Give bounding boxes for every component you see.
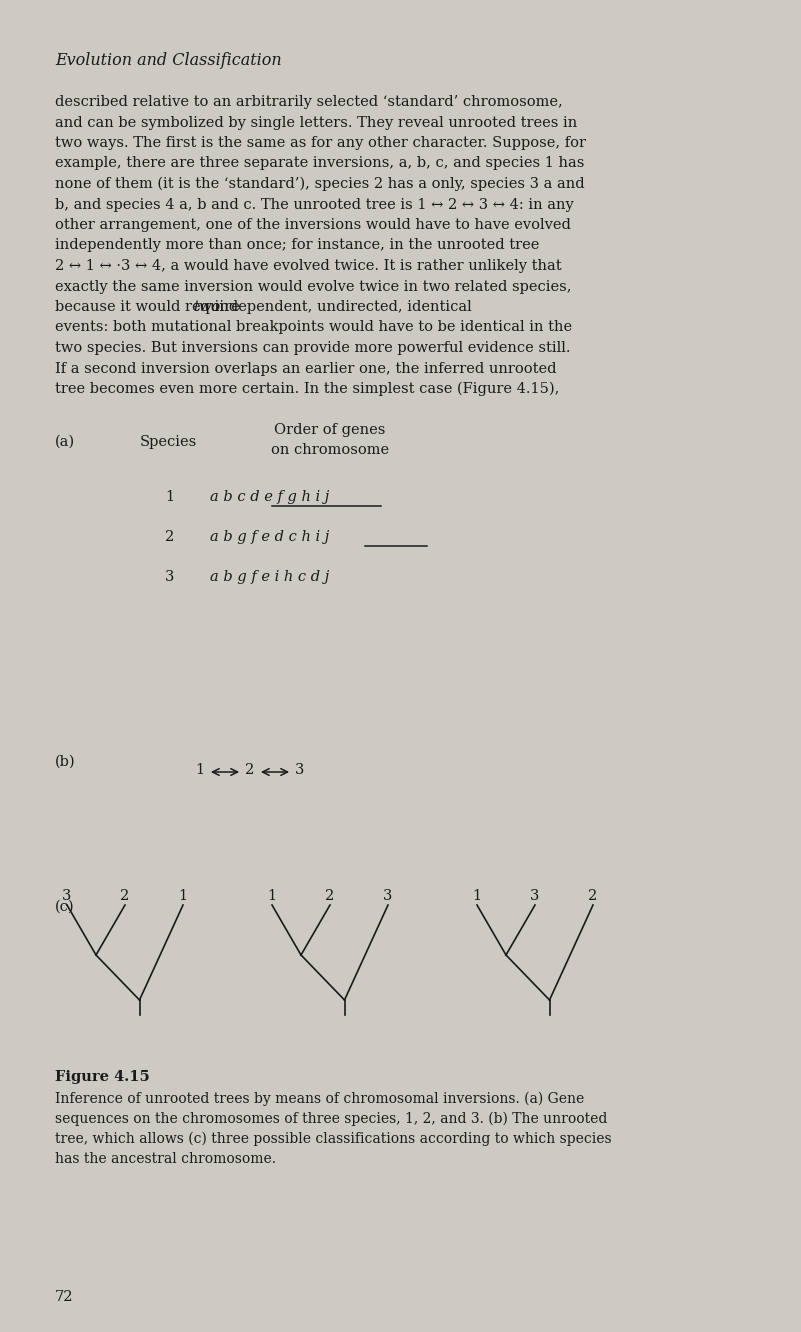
Text: because it would require: because it would require (55, 300, 244, 314)
Text: 72: 72 (55, 1289, 74, 1304)
Text: exactly the same inversion would evolve twice in two related species,: exactly the same inversion would evolve … (55, 280, 571, 293)
Text: 2: 2 (245, 763, 254, 777)
Text: 3: 3 (295, 763, 304, 777)
Text: a b c d e f g h i j: a b c d e f g h i j (210, 490, 329, 503)
Text: 2 ↔ 1 ↔ ·3 ↔ 4, a would have evolved twice. It is rather unlikely that: 2 ↔ 1 ↔ ·3 ↔ 4, a would have evolved twi… (55, 258, 562, 273)
Text: 1: 1 (195, 763, 204, 777)
Text: sequences on the chromosomes of three species, 1, 2, and 3. (b) The unrooted: sequences on the chromosomes of three sp… (55, 1112, 607, 1127)
Text: Inference of unrooted trees by means of chromosomal inversions. (a) Gene: Inference of unrooted trees by means of … (55, 1092, 584, 1107)
Text: two: two (193, 300, 220, 314)
Text: 1: 1 (166, 490, 175, 503)
Text: two ways. The first is the same as for any other character. Suppose, for: two ways. The first is the same as for a… (55, 136, 586, 151)
Text: other arrangement, one of the inversions would have to have evolved: other arrangement, one of the inversions… (55, 218, 571, 232)
Text: 2: 2 (165, 530, 175, 543)
Text: 2: 2 (120, 888, 130, 903)
Text: on chromosome: on chromosome (271, 444, 389, 457)
Text: (c): (c) (55, 900, 74, 914)
Text: events: both mutational breakpoints would have to be identical in the: events: both mutational breakpoints woul… (55, 321, 572, 334)
Text: 3: 3 (62, 888, 71, 903)
Text: 1: 1 (268, 888, 276, 903)
Text: a b g f e i h c d j: a b g f e i h c d j (210, 570, 329, 583)
Text: b, and species 4 a, b and c. The unrooted tree is 1 ↔ 2 ↔ 3 ↔ 4: in any: b, and species 4 a, b and c. The unroote… (55, 197, 574, 212)
Text: Figure 4.15: Figure 4.15 (55, 1070, 150, 1084)
Text: example, there are three separate inversions, a, b, c, and species 1 has: example, there are three separate invers… (55, 156, 585, 170)
Text: 2: 2 (589, 888, 598, 903)
Text: (b): (b) (55, 755, 75, 769)
Text: Evolution and Classification: Evolution and Classification (55, 52, 282, 69)
Text: described relative to an arbitrarily selected ‘standard’ chromosome,: described relative to an arbitrarily sel… (55, 95, 563, 109)
Text: independently more than once; for instance, in the unrooted tree: independently more than once; for instan… (55, 238, 539, 253)
Text: two species. But inversions can provide more powerful evidence still.: two species. But inversions can provide … (55, 341, 570, 356)
Text: 1: 1 (473, 888, 481, 903)
Text: none of them (it is the ‘standard’), species 2 has a only, species 3 a and: none of them (it is the ‘standard’), spe… (55, 177, 585, 192)
Text: 1: 1 (179, 888, 187, 903)
Text: (a): (a) (55, 436, 75, 449)
Text: 3: 3 (530, 888, 540, 903)
Text: Order of genes: Order of genes (274, 424, 386, 437)
Text: Species: Species (140, 436, 197, 449)
Text: 3: 3 (165, 570, 175, 583)
Text: If a second inversion overlaps an earlier one, the inferred unrooted: If a second inversion overlaps an earlie… (55, 361, 557, 376)
Text: and can be symbolized by single letters. They reveal unrooted trees in: and can be symbolized by single letters.… (55, 116, 578, 129)
Text: 2: 2 (325, 888, 335, 903)
Text: has the ancestral chromosome.: has the ancestral chromosome. (55, 1152, 276, 1166)
Text: 3: 3 (384, 888, 392, 903)
Text: tree becomes even more certain. In the simplest case (Figure 4.15),: tree becomes even more certain. In the s… (55, 382, 559, 397)
Text: a b g f e d c h i j: a b g f e d c h i j (210, 530, 329, 543)
Text: independent, undirected, identical: independent, undirected, identical (210, 300, 471, 314)
Text: tree, which allows (c) three possible classifications according to which species: tree, which allows (c) three possible cl… (55, 1132, 612, 1147)
